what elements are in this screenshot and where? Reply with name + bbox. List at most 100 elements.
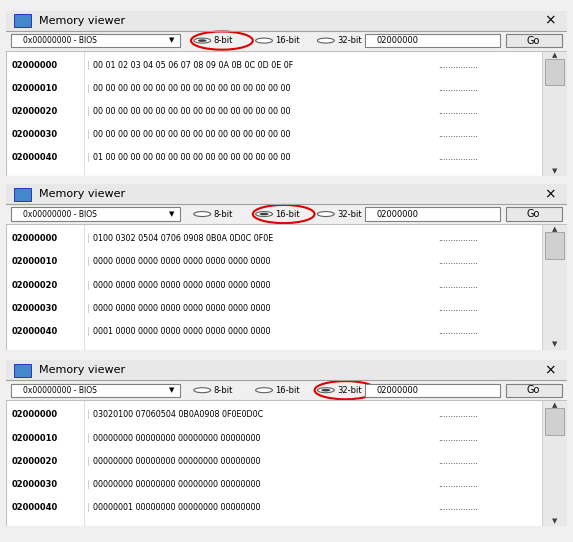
FancyBboxPatch shape xyxy=(14,188,31,201)
FancyBboxPatch shape xyxy=(365,208,500,221)
Text: Go: Go xyxy=(527,385,540,395)
Text: ................: ................ xyxy=(438,480,478,489)
Text: 02000030: 02000030 xyxy=(11,304,57,313)
FancyBboxPatch shape xyxy=(11,34,180,47)
FancyBboxPatch shape xyxy=(542,50,567,176)
Text: 00000001 00000000 00000000 00000000: 00000001 00000000 00000000 00000000 xyxy=(93,503,260,512)
Text: ................: ................ xyxy=(438,153,478,163)
Text: 0x00000000 - BIOS: 0x00000000 - BIOS xyxy=(22,210,96,218)
Circle shape xyxy=(317,211,334,216)
FancyBboxPatch shape xyxy=(545,408,564,435)
FancyBboxPatch shape xyxy=(11,384,180,397)
FancyBboxPatch shape xyxy=(505,208,562,221)
Circle shape xyxy=(194,211,211,216)
Text: |: | xyxy=(87,327,90,336)
FancyBboxPatch shape xyxy=(11,208,180,221)
Text: |: | xyxy=(87,434,90,443)
FancyBboxPatch shape xyxy=(6,31,567,50)
Circle shape xyxy=(194,388,211,392)
Text: ▼: ▼ xyxy=(552,518,558,524)
Text: 02000000: 02000000 xyxy=(376,386,418,395)
Text: 8-bit: 8-bit xyxy=(214,386,233,395)
Text: 01 00 00 00 00 00 00 00 00 00 00 00 00 00 00 00: 01 00 00 00 00 00 00 00 00 00 00 00 00 0… xyxy=(93,153,291,163)
FancyBboxPatch shape xyxy=(365,34,500,47)
Text: ×: × xyxy=(544,14,556,28)
FancyBboxPatch shape xyxy=(6,11,567,176)
Text: |: | xyxy=(87,410,90,420)
Text: 02000030: 02000030 xyxy=(11,480,57,489)
Text: 02000030: 02000030 xyxy=(11,130,57,139)
Text: 00 00 00 00 00 00 00 00 00 00 00 00 00 00 00 00: 00 00 00 00 00 00 00 00 00 00 00 00 00 0… xyxy=(93,84,291,93)
FancyBboxPatch shape xyxy=(14,364,31,377)
Text: |: | xyxy=(87,480,90,489)
Circle shape xyxy=(256,211,273,216)
Text: |: | xyxy=(87,130,90,139)
Text: 00000000 00000000 00000000 00000000: 00000000 00000000 00000000 00000000 xyxy=(93,434,260,443)
FancyBboxPatch shape xyxy=(542,224,567,350)
Circle shape xyxy=(256,388,273,392)
Text: 0100 0302 0504 0706 0908 0B0A 0D0C 0F0E: 0100 0302 0504 0706 0908 0B0A 0D0C 0F0E xyxy=(93,234,273,243)
Text: ▲: ▲ xyxy=(552,53,558,59)
Text: 02000000: 02000000 xyxy=(376,36,418,45)
FancyBboxPatch shape xyxy=(6,204,567,224)
Text: 02000010: 02000010 xyxy=(11,434,58,443)
FancyBboxPatch shape xyxy=(6,400,559,526)
Text: ................: ................ xyxy=(438,304,478,313)
Text: ▼: ▼ xyxy=(169,37,174,43)
FancyBboxPatch shape xyxy=(6,224,559,350)
Text: 8-bit: 8-bit xyxy=(214,210,233,218)
Text: ................: ................ xyxy=(438,503,478,512)
Text: 02000000: 02000000 xyxy=(376,210,418,218)
Text: 02000020: 02000020 xyxy=(11,107,58,116)
FancyBboxPatch shape xyxy=(505,34,562,47)
Text: 0000 0000 0000 0000 0000 0000 0000 0000: 0000 0000 0000 0000 0000 0000 0000 0000 xyxy=(93,257,270,267)
FancyBboxPatch shape xyxy=(545,232,564,259)
Text: 32-bit: 32-bit xyxy=(337,386,362,395)
FancyBboxPatch shape xyxy=(365,384,500,397)
Text: ▲: ▲ xyxy=(552,226,558,232)
Circle shape xyxy=(256,38,273,43)
Text: ................: ................ xyxy=(438,281,478,289)
Circle shape xyxy=(260,212,269,215)
FancyBboxPatch shape xyxy=(505,384,562,397)
Text: 02000020: 02000020 xyxy=(11,281,58,289)
Text: ▲: ▲ xyxy=(552,402,558,408)
Text: 32-bit: 32-bit xyxy=(337,36,362,45)
Text: Memory viewer: Memory viewer xyxy=(40,16,125,26)
Text: ................: ................ xyxy=(438,257,478,267)
Text: 16-bit: 16-bit xyxy=(275,210,300,218)
Circle shape xyxy=(194,38,211,43)
Text: 0000 0000 0000 0000 0000 0000 0000 0000: 0000 0000 0000 0000 0000 0000 0000 0000 xyxy=(93,304,270,313)
Text: 0x00000000 - BIOS: 0x00000000 - BIOS xyxy=(22,386,96,395)
Text: 02000040: 02000040 xyxy=(11,153,58,163)
FancyBboxPatch shape xyxy=(6,11,567,31)
Text: 0x00000000 - BIOS: 0x00000000 - BIOS xyxy=(22,36,96,45)
Text: Go: Go xyxy=(527,209,540,219)
Text: ................: ................ xyxy=(438,130,478,139)
Text: Memory viewer: Memory viewer xyxy=(40,365,125,376)
Text: 02000040: 02000040 xyxy=(11,327,58,336)
Text: |: | xyxy=(87,503,90,512)
Text: Go: Go xyxy=(527,36,540,46)
Text: |: | xyxy=(87,84,90,93)
Text: Memory viewer: Memory viewer xyxy=(40,189,125,199)
FancyBboxPatch shape xyxy=(6,184,567,350)
Circle shape xyxy=(198,39,207,42)
Text: ................: ................ xyxy=(438,410,478,420)
Text: 32-bit: 32-bit xyxy=(337,210,362,218)
Text: 00000000 00000000 00000000 00000000: 00000000 00000000 00000000 00000000 xyxy=(93,457,260,466)
Text: |: | xyxy=(87,257,90,267)
FancyBboxPatch shape xyxy=(6,50,559,176)
Circle shape xyxy=(321,389,330,391)
Text: ▼: ▼ xyxy=(169,387,174,393)
Text: |: | xyxy=(87,234,90,243)
Text: |: | xyxy=(87,281,90,289)
Text: ................: ................ xyxy=(438,234,478,243)
Text: ▼: ▼ xyxy=(552,168,558,174)
Text: 16-bit: 16-bit xyxy=(275,386,300,395)
Text: 16-bit: 16-bit xyxy=(275,36,300,45)
Text: 00 00 00 00 00 00 00 00 00 00 00 00 00 00 00 00: 00 00 00 00 00 00 00 00 00 00 00 00 00 0… xyxy=(93,130,291,139)
Text: ................: ................ xyxy=(438,327,478,336)
Text: ................: ................ xyxy=(438,84,478,93)
Text: 02000000: 02000000 xyxy=(11,61,57,70)
